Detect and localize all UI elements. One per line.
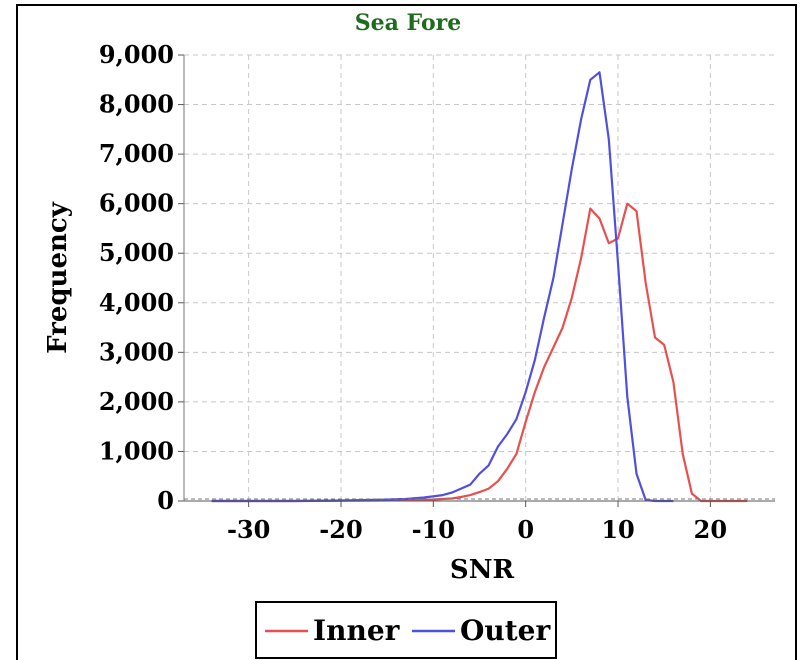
- x-tick-label: -30: [227, 515, 270, 544]
- chart-title: Sea Fore: [355, 10, 461, 36]
- axes: -30 -20 -10 0 10 20 0 1,000 2,000 3,000 4,000 5,000…: [99, 40, 775, 544]
- series-layer: [211, 71, 748, 503]
- y-tick-label: 5,000: [99, 238, 174, 267]
- y-tick-label: 4,000: [99, 288, 174, 317]
- y-tick-label: 6,000: [99, 189, 174, 218]
- y-tick-label: 1,000: [99, 436, 174, 465]
- y-axis-label: Frequency: [43, 201, 73, 354]
- series-line-outer: [211, 71, 674, 503]
- x-axis-label: SNR: [450, 555, 515, 585]
- series-line-inner: [211, 202, 748, 503]
- y-tick-label: 2,000: [99, 387, 174, 416]
- chart-frame: [16, 4, 797, 660]
- x-tick-label: 0: [517, 515, 534, 544]
- y-tick-label: 8,000: [99, 90, 174, 119]
- x-tick-label: 20: [694, 515, 727, 544]
- legend-label-outer: Outer: [460, 614, 551, 647]
- x-tick-label: -10: [412, 515, 455, 544]
- y-tick-label: 0: [157, 486, 174, 515]
- legend: Inner Outer: [255, 601, 557, 659]
- y-tick-label: 3,000: [99, 337, 174, 366]
- legend-label-inner: Inner: [313, 614, 401, 647]
- x-tick-label: -20: [319, 515, 362, 544]
- y-tick-label: 9,000: [99, 40, 174, 69]
- y-tick-label: 7,000: [99, 139, 174, 168]
- grid-lines: [184, 54, 775, 502]
- x-tick-label: 10: [601, 515, 634, 544]
